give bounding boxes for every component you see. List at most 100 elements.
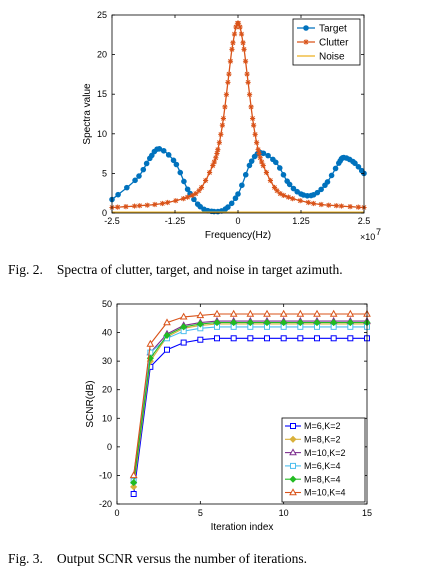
- y-tick-label: 10: [102, 413, 112, 423]
- legend-marker: [290, 462, 296, 469]
- legend-marker: [289, 448, 297, 456]
- data-point: [130, 491, 137, 497]
- x-multiplier-exponent: 7: [376, 227, 381, 237]
- legend-marker: [303, 25, 309, 31]
- data-point: [231, 31, 238, 37]
- data-point: [352, 160, 358, 167]
- y-tick-label: -20: [99, 499, 112, 509]
- data-point: [260, 162, 266, 169]
- data-point: [244, 71, 250, 77]
- x-tick-label: 10: [279, 508, 289, 518]
- data-point: [330, 319, 338, 327]
- axes-box: [116, 303, 368, 505]
- data-point: [131, 203, 138, 209]
- data-point: [347, 335, 354, 342]
- caption-label: Fig. 3.: [8, 551, 43, 566]
- data-point: [242, 58, 249, 64]
- data-point: [248, 104, 254, 110]
- data-point: [115, 204, 121, 210]
- data-point: [163, 331, 171, 339]
- data-point: [219, 122, 225, 128]
- data-point: [233, 24, 239, 30]
- data-point: [279, 309, 288, 317]
- data-point: [333, 203, 339, 209]
- legend-entry: M=10,K=2: [304, 448, 346, 458]
- data-point: [246, 91, 253, 98]
- data-point: [338, 203, 345, 209]
- x-tick-label: 1.25: [292, 216, 310, 226]
- legend-entry: Noise: [319, 52, 345, 63]
- data-point: [238, 31, 245, 37]
- data-point: [246, 162, 253, 169]
- data-point: [146, 339, 155, 347]
- legend-box: [281, 417, 366, 503]
- data-point: [265, 152, 271, 159]
- caption-text: Output SCNR versus the number of iterati…: [56, 551, 307, 566]
- data-point: [156, 146, 163, 152]
- data-point: [242, 171, 249, 178]
- data-point: [193, 191, 199, 197]
- data-point: [196, 188, 202, 194]
- data-point: [140, 166, 147, 173]
- y-tick-label: 25: [97, 10, 107, 20]
- data-point: [196, 311, 205, 319]
- data-point: [136, 173, 142, 179]
- data-point: [305, 199, 311, 206]
- data-point: [144, 202, 150, 208]
- figure-2-caption: Fig. 2. Spectra of clutter, target, and n…: [8, 262, 343, 278]
- data-point: [180, 323, 188, 331]
- data-point: [213, 155, 219, 161]
- data-point: [314, 189, 321, 196]
- data-point: [216, 139, 222, 146]
- data-point: [326, 202, 332, 208]
- x-tick-label: 15: [362, 508, 372, 518]
- data-point: [177, 169, 184, 176]
- data-point: [137, 203, 143, 209]
- legend-entry: M=8,K=2: [304, 435, 341, 445]
- figure-3-caption: Fig. 3. Output SCNR versus the number of …: [8, 551, 307, 567]
- data-point: [197, 336, 204, 343]
- data-point: [314, 335, 320, 342]
- data-point: [181, 178, 187, 185]
- y-tick-label: 0: [107, 442, 112, 452]
- data-point: [237, 24, 243, 30]
- y-tick-label: 20: [97, 50, 107, 60]
- data-point: [251, 122, 257, 128]
- legend-entry: Target: [319, 24, 347, 35]
- data-point: [196, 320, 204, 328]
- data-point: [346, 319, 354, 327]
- y-tick-label: 30: [102, 356, 112, 366]
- legend: M=6,K=2 M=8,K=2 M=10,K=2 M=6,K=4 M=8,K=4 M=10…: [281, 417, 366, 503]
- data-point: [280, 172, 287, 178]
- data-point: [129, 471, 138, 479]
- y-axis-label: Spectra value: [82, 83, 93, 145]
- y-tick-label: 50: [102, 299, 112, 309]
- data-point: [296, 309, 305, 317]
- caption-text: Spectra of clutter, target, and noise in…: [56, 262, 343, 277]
- data-point: [165, 199, 171, 206]
- legend-entry: M=10,K=4: [304, 488, 346, 498]
- data-point: [235, 191, 241, 197]
- data-point: [184, 186, 191, 193]
- data-point: [130, 479, 138, 487]
- data-point: [115, 191, 121, 198]
- data-point: [214, 335, 220, 342]
- data-point: [226, 71, 232, 77]
- data-point: [313, 309, 321, 317]
- data-point: [229, 309, 238, 317]
- data-point: [246, 309, 255, 317]
- y-tick-label: 10: [97, 129, 107, 139]
- legend-marker: [289, 475, 297, 483]
- x-axis-label: Frequency(Hz): [205, 230, 271, 241]
- data-point: [149, 152, 155, 159]
- data-point: [267, 177, 273, 184]
- data-point: [159, 200, 165, 207]
- data-point: [252, 131, 258, 138]
- scnr-chart: 0 5 10 15 -20 -10 0 10 20 30 40 50 Iteration index SC…: [85, 299, 372, 533]
- legend-entry: M=6,K=4: [304, 461, 341, 471]
- x-tick-label: 2.5: [358, 216, 371, 226]
- data-point: [259, 159, 265, 165]
- data-point: [286, 181, 293, 188]
- data-point: [246, 319, 254, 327]
- data-point: [123, 204, 129, 210]
